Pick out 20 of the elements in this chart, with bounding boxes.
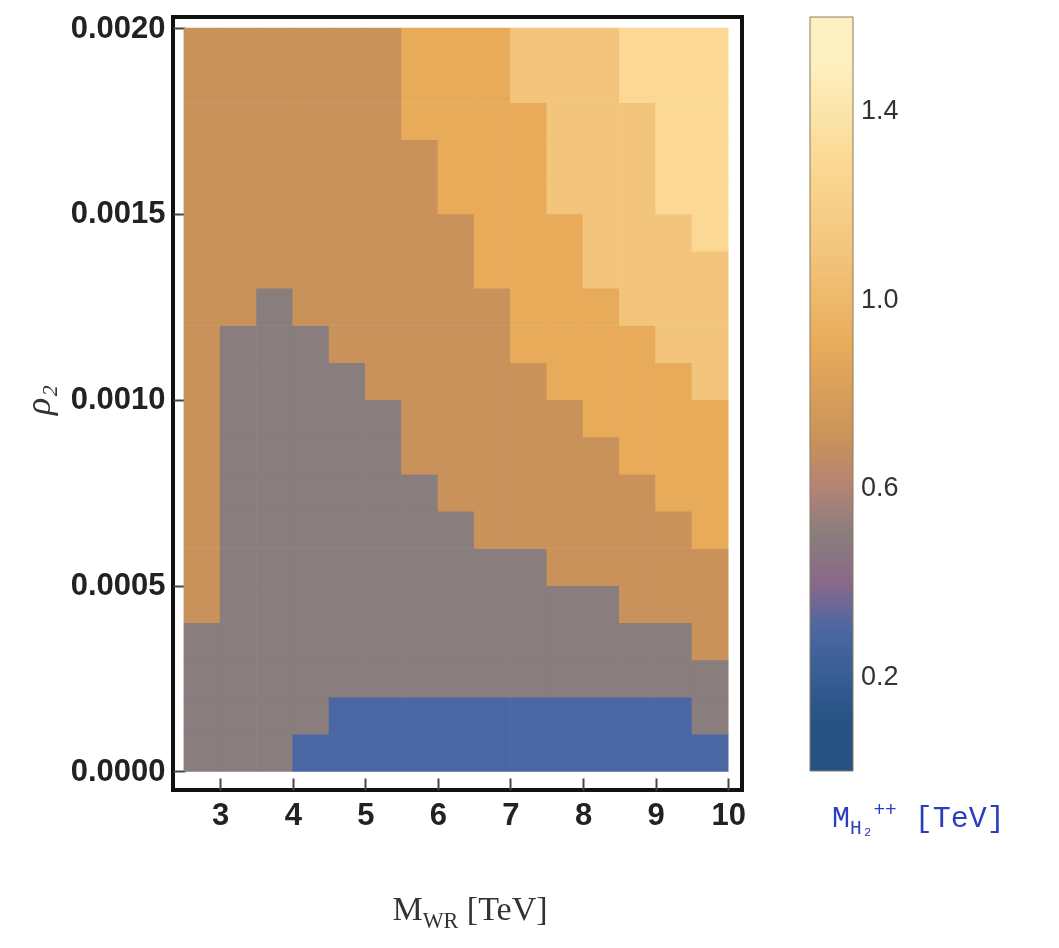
y-tick-label: 0.0000 <box>70 752 166 788</box>
y-tick-label: 0.0005 <box>70 567 166 603</box>
x-axis-title: M$_{W}$$_{R}$ [TeV] <box>392 890 548 934</box>
color-bar-title: M$_{H₂}$$^{++}$ [TeV] <box>832 800 1005 840</box>
x-tick-label: 4 <box>284 796 303 832</box>
y-tick-label: 0.0020 <box>70 9 166 45</box>
x-tick-label: 8 <box>574 796 593 832</box>
y-axis-title: ρ₂ <box>17 385 59 415</box>
x-tick-label: 3 <box>212 796 230 832</box>
x-tick-label: 9 <box>647 796 665 832</box>
color-bar-label: 0.2 <box>861 660 899 691</box>
y-tick-label: 0.0015 <box>70 195 166 231</box>
y-tick-label: 0.0010 <box>70 381 166 417</box>
x-tick-label: 7 <box>502 796 520 832</box>
x-tick-label: 10 <box>711 796 746 832</box>
color-bar-label: 0.6 <box>861 472 899 503</box>
x-tick-label: 6 <box>429 796 448 832</box>
color-bar-label: 1.4 <box>861 95 899 126</box>
x-tick-label: 5 <box>357 796 375 832</box>
color-bar-label: 1.0 <box>861 283 899 314</box>
